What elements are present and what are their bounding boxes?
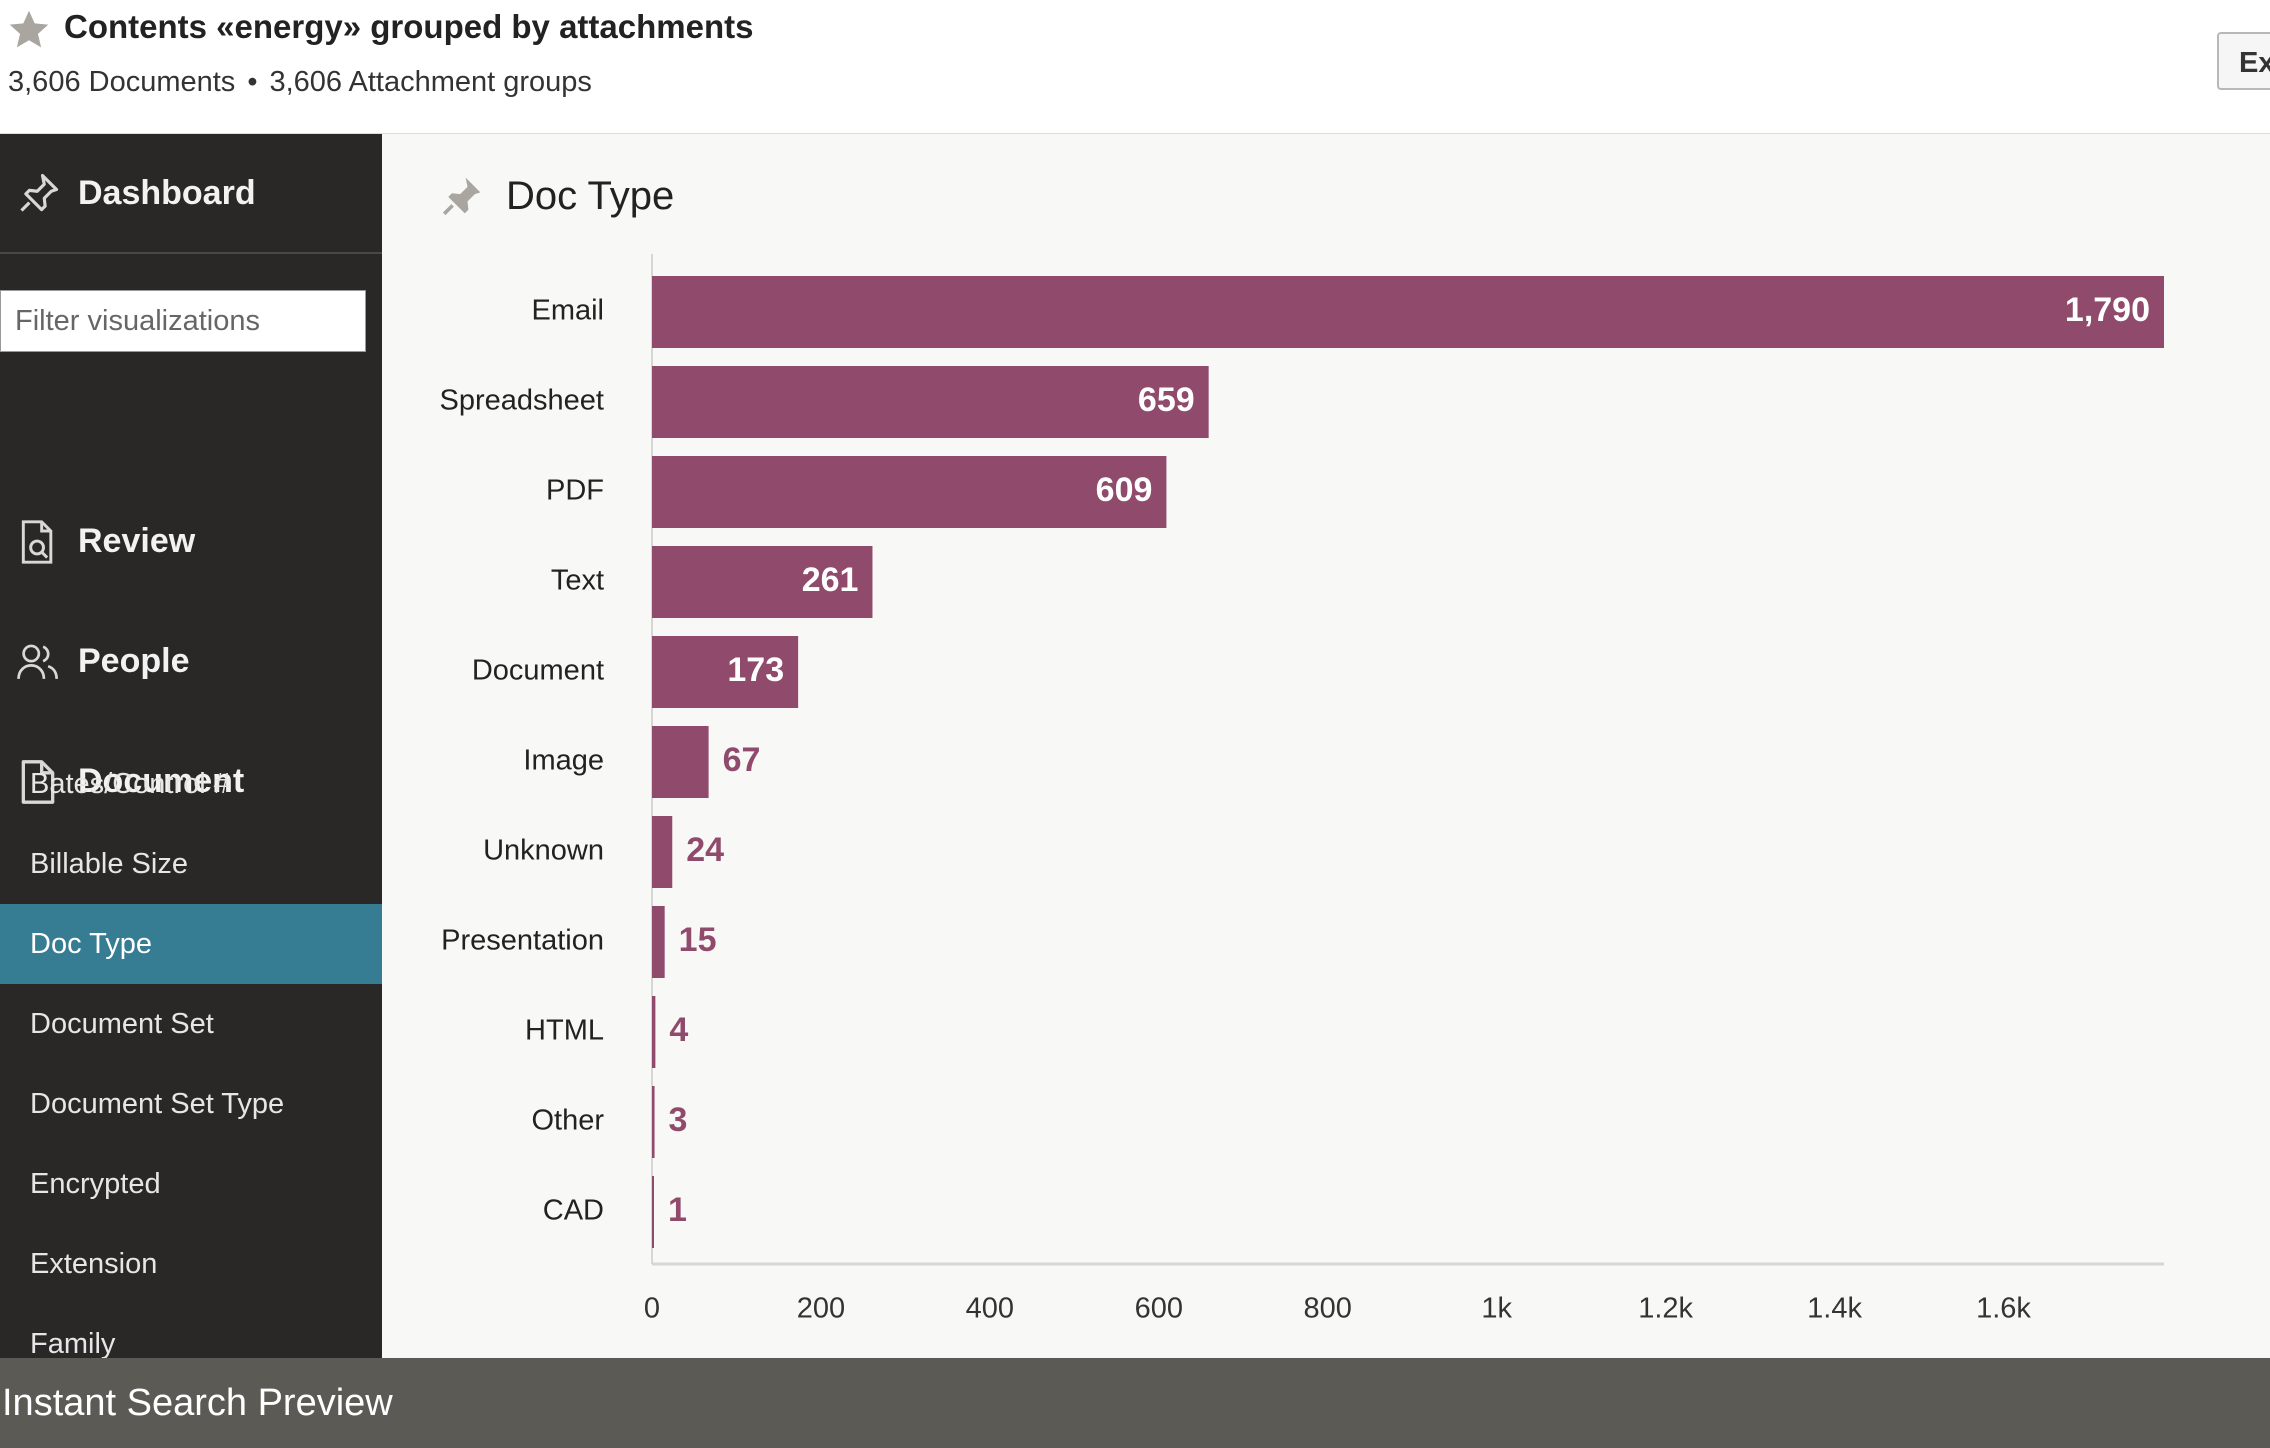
value-label-other: 3: [669, 1101, 688, 1139]
filter-visualizations-input[interactable]: [0, 290, 366, 352]
value-label-unknown: 24: [686, 831, 724, 869]
category-label-text: Text: [551, 565, 604, 597]
x-tick-label: 600: [1135, 1293, 1183, 1325]
bar-html[interactable]: [652, 996, 656, 1068]
review-search-icon: [21, 520, 53, 564]
doc-type-bar-chart: Email 1,790 Spreadsheet 659 PDF 609 Text 261 Doc…: [440, 254, 2164, 1325]
bar-unknown[interactable]: [652, 816, 673, 888]
category-label-document: Document: [472, 655, 604, 687]
bar-text[interactable]: [652, 546, 873, 618]
section-document-label: Document: [78, 762, 245, 800]
x-tick-label: 1.2k: [1638, 1293, 1693, 1325]
bar-cad[interactable]: [652, 1176, 654, 1248]
attachment-group-count: 3,606 Attachment groups: [269, 66, 592, 98]
pin-icon: [20, 173, 59, 212]
visualization-panel: Doc Type Email 1,790 Spreadsheet 659 PDF 609 T…: [382, 134, 2270, 1358]
sidebar-item-family[interactable]: Family: [30, 1328, 116, 1358]
category-label-html: HTML: [525, 1015, 604, 1047]
pin-icon[interactable]: [440, 174, 484, 218]
sidebar-item-encrypted[interactable]: Encrypted: [30, 1168, 161, 1200]
x-tick-label: 1k: [1481, 1293, 1512, 1325]
bar-presentation[interactable]: [652, 906, 665, 978]
category-label-pdf: PDF: [546, 475, 604, 507]
section-document[interactable]: Document: [0, 746, 382, 816]
bar-email[interactable]: [652, 276, 2164, 348]
x-tick-label: 1.4k: [1807, 1293, 1862, 1325]
category-label-other: Other: [531, 1105, 604, 1137]
x-tick-label: 800: [1304, 1293, 1352, 1325]
category-label-image: Image: [523, 745, 604, 777]
panel-title: Doc Type: [506, 174, 675, 218]
star-icon[interactable]: [6, 8, 52, 52]
x-tick-label: 400: [966, 1293, 1014, 1325]
category-label-unknown: Unknown: [483, 835, 604, 867]
value-label-presentation: 15: [679, 921, 717, 959]
sidebar-item-document-set[interactable]: Document Set: [30, 1008, 214, 1040]
value-label-cad: 1: [668, 1191, 687, 1229]
value-label-pdf: 609: [1096, 471, 1153, 509]
section-review[interactable]: Review: [0, 506, 382, 576]
document-count: 3,606 Documents: [8, 66, 236, 98]
category-label-cad: CAD: [543, 1195, 604, 1227]
category-label-email: Email: [531, 295, 604, 327]
instant-search-preview-bar[interactable]: Instant Search Preview: [0, 1358, 2270, 1448]
value-label-text: 261: [802, 561, 859, 599]
page-header: Contents «energy» grouped by attachments…: [0, 0, 2270, 134]
value-label-document: 173: [727, 651, 784, 689]
value-label-html: 4: [669, 1011, 688, 1049]
dashboard-label: Dashboard: [78, 174, 256, 212]
sidebar: Dashboard Review People: [0, 134, 382, 1358]
sidebar-item-bates-control[interactable]: Bates/Control #: [30, 768, 230, 800]
bar-document[interactable]: [652, 636, 799, 708]
value-label-email: 1,790: [2065, 291, 2150, 329]
sidebar-item-doc-type[interactable]: Doc Type: [0, 904, 382, 984]
x-tick-label: 0: [644, 1293, 660, 1325]
bar-pdf[interactable]: [652, 456, 1167, 528]
sidebar-item-billable-size[interactable]: Billable Size: [30, 848, 188, 880]
result-counts: 3,606 Documents • 3,606 Attachment groups: [8, 66, 592, 99]
category-label-spreadsheet: Spreadsheet: [440, 385, 604, 417]
bar-spreadsheet[interactable]: [652, 366, 1209, 438]
section-review-label: Review: [78, 522, 196, 560]
category-label-presentation: Presentation: [441, 925, 604, 957]
section-people[interactable]: People: [0, 626, 382, 696]
bar-image[interactable]: [652, 726, 709, 798]
section-people-label: People: [78, 642, 190, 680]
value-label-spreadsheet: 659: [1138, 381, 1195, 419]
export-button[interactable]: Ex: [2217, 32, 2270, 90]
x-tick-label: 200: [797, 1293, 845, 1325]
sidebar-item-document-set-type[interactable]: Document Set Type: [30, 1088, 285, 1120]
bar-other[interactable]: [652, 1086, 655, 1158]
instant-search-preview-label: Instant Search Preview: [2, 1382, 393, 1424]
sidebar-item-extension[interactable]: Extension: [30, 1248, 158, 1280]
dashboard-nav-item[interactable]: Dashboard: [0, 134, 382, 254]
document-icon: [21, 760, 55, 804]
value-label-image: 67: [723, 741, 761, 779]
page-title: Contents «energy» grouped by attachments: [64, 8, 754, 45]
people-icon: [17, 644, 58, 680]
count-separator: •: [247, 66, 258, 98]
x-tick-label: 1.6k: [1976, 1293, 2031, 1325]
